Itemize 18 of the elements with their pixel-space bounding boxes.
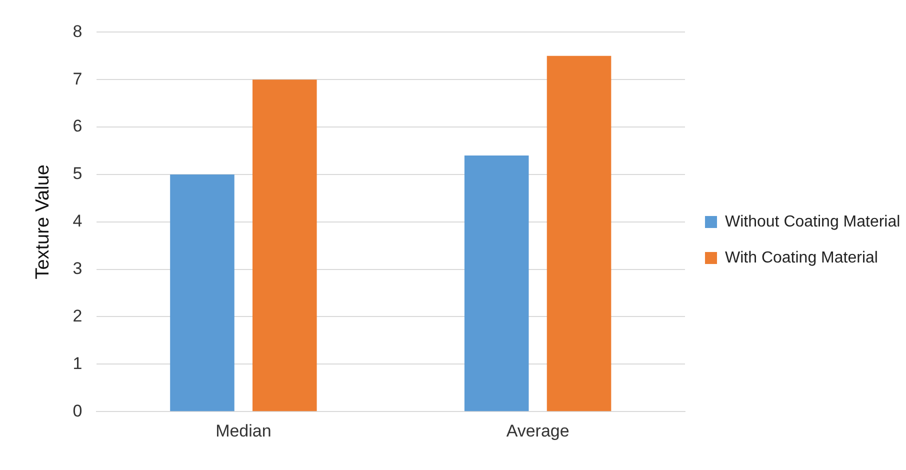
- bar: [546, 56, 612, 412]
- y-axis-title: Texture Value: [32, 164, 54, 280]
- legend-label: Without Coating Material: [725, 213, 900, 230]
- bar: [170, 174, 234, 412]
- legend-label: With Coating Material: [725, 249, 878, 266]
- bar: [252, 80, 317, 412]
- x-tick-label: Average: [506, 421, 570, 440]
- y-tick-label: 7: [72, 69, 82, 88]
- y-tick-label: 6: [72, 116, 82, 136]
- y-tick-label: 1: [72, 354, 82, 373]
- x-tick-label: Median: [216, 421, 272, 440]
- y-tick-label: 0: [72, 401, 82, 420]
- bar: [464, 156, 529, 412]
- y-tick-label: 5: [72, 164, 82, 184]
- y-tick-label: 3: [72, 259, 82, 278]
- y-tick-label: 8: [72, 22, 82, 41]
- y-tick-label: 4: [72, 212, 82, 231]
- y-tick-label: 2: [72, 306, 82, 326]
